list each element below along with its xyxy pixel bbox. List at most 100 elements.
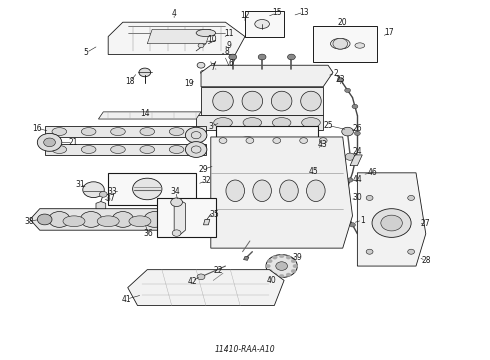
Circle shape	[286, 273, 291, 276]
Circle shape	[232, 147, 238, 152]
Ellipse shape	[280, 180, 298, 202]
Circle shape	[185, 127, 207, 143]
Bar	[314, 26, 377, 62]
Ellipse shape	[129, 216, 151, 226]
Circle shape	[185, 141, 207, 157]
Circle shape	[349, 223, 355, 227]
Text: 10: 10	[207, 35, 217, 44]
Ellipse shape	[307, 180, 325, 202]
Circle shape	[229, 54, 237, 60]
Text: 29: 29	[198, 165, 208, 174]
Text: 39: 39	[293, 253, 303, 262]
Circle shape	[171, 198, 182, 207]
Circle shape	[236, 154, 242, 158]
Circle shape	[408, 249, 415, 254]
Circle shape	[352, 104, 358, 109]
Circle shape	[200, 70, 206, 75]
Text: 19: 19	[184, 79, 194, 88]
Text: 16: 16	[32, 123, 42, 132]
Circle shape	[245, 138, 250, 143]
Ellipse shape	[63, 216, 85, 226]
Circle shape	[288, 54, 295, 60]
Text: 42: 42	[187, 276, 197, 285]
Circle shape	[344, 199, 350, 204]
Circle shape	[300, 138, 308, 143]
Circle shape	[258, 54, 266, 60]
Circle shape	[242, 145, 253, 154]
Circle shape	[354, 131, 360, 135]
Circle shape	[352, 160, 358, 164]
Circle shape	[345, 153, 355, 160]
Text: 31: 31	[75, 180, 85, 189]
Ellipse shape	[253, 180, 271, 202]
Polygon shape	[147, 30, 211, 44]
Ellipse shape	[169, 145, 184, 153]
Ellipse shape	[213, 91, 233, 111]
Ellipse shape	[302, 118, 320, 128]
Circle shape	[195, 212, 217, 227]
Text: 5: 5	[84, 48, 89, 57]
Polygon shape	[196, 116, 323, 130]
Text: 18: 18	[125, 77, 135, 86]
Circle shape	[286, 256, 291, 259]
Circle shape	[245, 156, 250, 161]
Circle shape	[236, 141, 242, 145]
Ellipse shape	[355, 43, 365, 48]
Ellipse shape	[97, 216, 119, 226]
Circle shape	[246, 138, 254, 143]
Circle shape	[268, 259, 272, 263]
Text: 9: 9	[227, 41, 232, 50]
Polygon shape	[45, 126, 206, 137]
Circle shape	[408, 195, 415, 201]
Ellipse shape	[111, 128, 125, 135]
Circle shape	[139, 68, 151, 77]
Polygon shape	[30, 209, 216, 230]
Circle shape	[266, 255, 297, 278]
Circle shape	[333, 39, 347, 49]
Ellipse shape	[140, 145, 155, 153]
Text: 8: 8	[224, 48, 229, 57]
Circle shape	[366, 249, 373, 254]
Circle shape	[347, 178, 353, 182]
Text: 32: 32	[201, 176, 211, 185]
Circle shape	[337, 77, 343, 82]
Text: 2: 2	[333, 69, 338, 78]
Circle shape	[372, 209, 411, 237]
Polygon shape	[357, 173, 426, 266]
Circle shape	[83, 182, 104, 198]
Polygon shape	[350, 155, 362, 166]
Circle shape	[282, 147, 296, 157]
Circle shape	[293, 264, 298, 268]
Text: 3: 3	[208, 122, 213, 131]
Ellipse shape	[255, 19, 270, 28]
Circle shape	[257, 276, 268, 284]
Text: 26: 26	[353, 123, 362, 132]
Text: 13: 13	[299, 8, 308, 17]
Text: 44: 44	[352, 175, 362, 184]
Circle shape	[250, 272, 274, 289]
Circle shape	[253, 141, 259, 145]
Circle shape	[219, 138, 227, 143]
Polygon shape	[201, 87, 323, 116]
Circle shape	[257, 147, 263, 152]
Ellipse shape	[301, 91, 321, 111]
Text: 46: 46	[367, 168, 377, 177]
Text: 38: 38	[24, 217, 34, 226]
Ellipse shape	[169, 128, 184, 135]
Circle shape	[272, 256, 277, 259]
Polygon shape	[174, 200, 185, 235]
Polygon shape	[108, 22, 245, 54]
Circle shape	[268, 269, 272, 273]
Circle shape	[99, 192, 107, 197]
Circle shape	[49, 212, 70, 227]
Circle shape	[44, 138, 55, 147]
Circle shape	[272, 273, 277, 276]
Text: 27: 27	[421, 219, 431, 228]
Ellipse shape	[140, 128, 155, 135]
Polygon shape	[128, 270, 284, 306]
Circle shape	[266, 264, 270, 268]
Circle shape	[279, 274, 284, 278]
Ellipse shape	[214, 118, 232, 128]
Circle shape	[274, 141, 304, 163]
Ellipse shape	[271, 91, 292, 111]
